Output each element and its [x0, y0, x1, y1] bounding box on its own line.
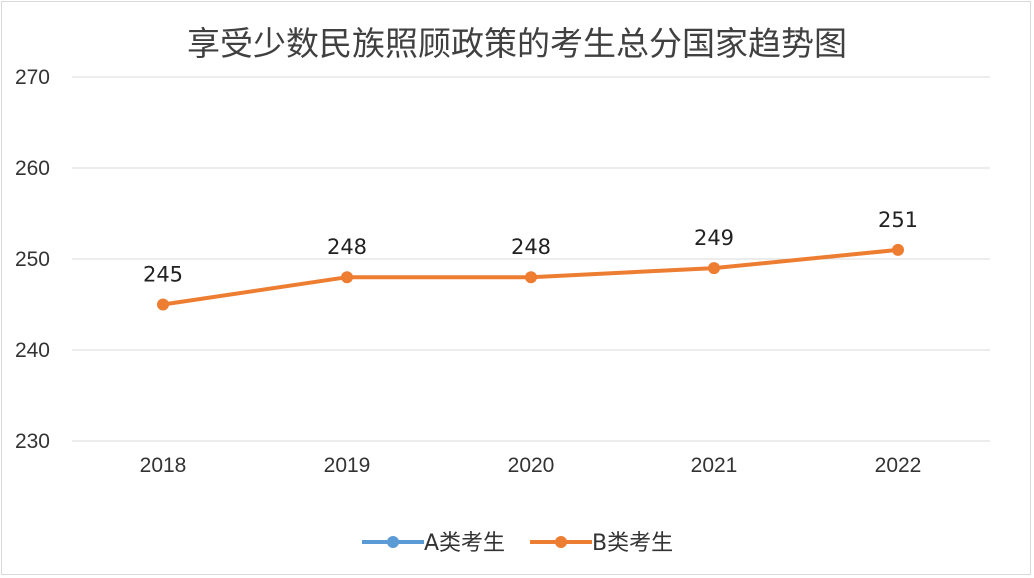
data-point — [157, 298, 169, 311]
x-tick-label: 2021 — [691, 454, 738, 477]
data-label: 248 — [327, 235, 367, 259]
data-label: 245 — [143, 263, 183, 287]
legend-item-a[interactable]: A类考生 — [362, 531, 505, 556]
legend-marker-b — [555, 536, 567, 548]
y-axis-tick-labels: 270 260 250 240 230 — [15, 66, 50, 453]
legend: A类考生 B类考生 — [362, 531, 673, 556]
y-tick-label: 240 — [15, 339, 50, 362]
y-tick-label: 250 — [15, 248, 50, 271]
chart-title: 享受少数民族照顾政策的考生总分国家趋势图 — [187, 24, 847, 63]
series-points-b — [157, 243, 904, 311]
data-point — [708, 262, 720, 275]
x-tick-label: 2022 — [875, 454, 922, 477]
data-label: 249 — [694, 226, 734, 250]
x-axis-tick-labels: 2018 2019 2020 2021 2022 — [140, 454, 922, 477]
legend-label-a: A类考生 — [424, 531, 505, 556]
data-label: 248 — [511, 235, 551, 259]
data-label: 251 — [878, 208, 918, 232]
data-point — [525, 271, 537, 284]
data-point — [341, 271, 353, 284]
data-point — [892, 243, 904, 256]
y-tick-label: 270 — [15, 66, 50, 89]
x-tick-label: 2018 — [140, 454, 187, 477]
data-labels-b: 245 248 248 249 251 — [143, 208, 918, 287]
y-gridlines — [72, 76, 990, 442]
x-tick-label: 2019 — [324, 454, 371, 477]
legend-marker-a — [387, 536, 399, 548]
x-tick-label: 2020 — [508, 454, 555, 477]
legend-item-b[interactable]: B类考生 — [530, 531, 673, 556]
y-tick-label: 260 — [15, 157, 50, 180]
y-tick-label: 230 — [15, 430, 50, 453]
legend-label-b: B类考生 — [592, 531, 673, 556]
